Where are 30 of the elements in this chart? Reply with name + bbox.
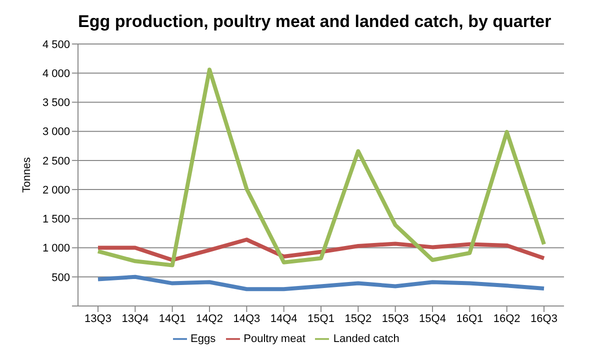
x-tick-label: 13Q3 [84,312,112,325]
x-tick-label: 14Q4 [270,312,298,325]
y-tick-label: 3 500 [42,97,70,110]
y-axis-title: Tonnes [20,156,33,193]
x-tick-label: 14Q3 [233,312,260,325]
legend-label: Poultry meat [244,332,306,345]
y-tick-label: 3 000 [42,126,70,138]
x-tick-label: 16Q2 [493,312,520,325]
x-tick-label: 15Q2 [344,312,372,325]
x-tick-label: 15Q4 [419,312,446,325]
y-tick-label: 1 500 [42,214,70,226]
chart-title: Egg production, poultry meat and landed catch, by quarter [78,12,552,32]
y-tick-label: 1 000 [42,242,70,255]
x-tick-label: 15Q3 [382,312,409,325]
y-tick-label: 2 500 [42,155,70,168]
legend-label: Eggs [190,332,216,345]
y-tick-label: 4 000 [42,68,70,80]
x-tick-label: 13Q4 [122,312,149,325]
x-tick-label: 16Q1 [456,312,484,325]
line-series [96,68,546,268]
x-tick-label: 16Q3 [530,312,558,325]
x-tick-label: 14Q1 [158,312,186,325]
legend-label: Landed catch [333,332,400,345]
line-series [96,238,546,262]
line-series [96,274,546,292]
y-tick-label: 2 000 [42,184,70,196]
y-tick-label: 500 [52,272,70,284]
x-tick-label: 15Q1 [308,312,334,325]
y-tick-label: 4 500 [42,38,70,51]
x-tick-label: 14Q2 [196,312,223,325]
